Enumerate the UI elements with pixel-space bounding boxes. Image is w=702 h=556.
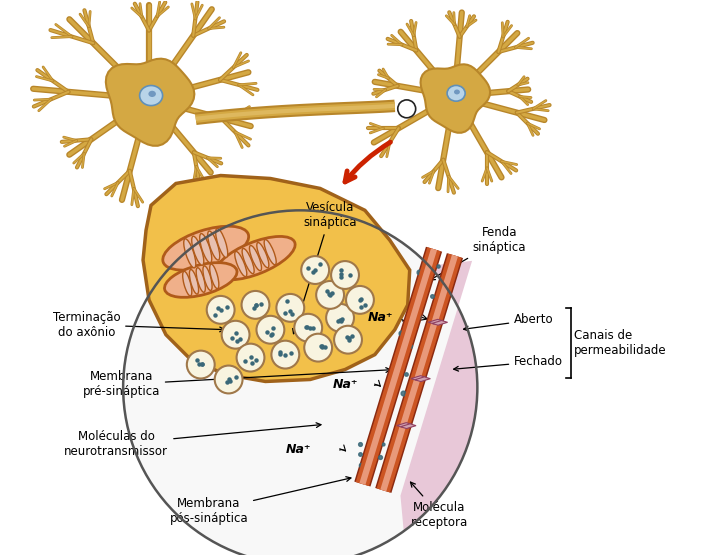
Text: Canais de
permeabilidade: Canais de permeabilidade — [574, 329, 666, 357]
Text: Aberto: Aberto — [463, 313, 554, 331]
Polygon shape — [432, 320, 448, 325]
Circle shape — [187, 351, 215, 379]
Text: Vesícula
sináptica: Vesícula sináptica — [293, 201, 357, 334]
Text: Fechado: Fechado — [453, 355, 563, 371]
Text: Fenda
sináptica: Fenda sináptica — [430, 226, 526, 280]
Ellipse shape — [164, 262, 237, 297]
Ellipse shape — [454, 90, 460, 95]
Text: Na⁺: Na⁺ — [368, 311, 393, 324]
Circle shape — [346, 286, 374, 314]
Ellipse shape — [192, 236, 204, 265]
Ellipse shape — [216, 236, 295, 280]
Polygon shape — [380, 255, 458, 492]
Ellipse shape — [199, 234, 212, 262]
Ellipse shape — [184, 239, 196, 268]
Text: Na⁺: Na⁺ — [333, 378, 359, 391]
Polygon shape — [411, 376, 427, 380]
Polygon shape — [415, 377, 430, 381]
Ellipse shape — [216, 229, 227, 257]
Polygon shape — [356, 247, 441, 486]
Circle shape — [272, 341, 299, 369]
Polygon shape — [376, 253, 463, 493]
Ellipse shape — [234, 251, 247, 277]
Circle shape — [277, 294, 304, 322]
Circle shape — [241, 291, 270, 319]
Polygon shape — [355, 247, 442, 486]
Ellipse shape — [257, 242, 269, 268]
Text: Na⁺: Na⁺ — [285, 443, 311, 455]
Polygon shape — [377, 254, 462, 493]
Polygon shape — [143, 176, 410, 381]
Circle shape — [256, 316, 284, 344]
Ellipse shape — [183, 271, 192, 296]
Text: Molécula
receptora: Molécula receptora — [411, 482, 468, 529]
Text: Terminação
do axônio: Terminação do axônio — [53, 311, 225, 339]
Circle shape — [206, 296, 234, 324]
Polygon shape — [106, 58, 194, 146]
Circle shape — [123, 210, 477, 556]
Polygon shape — [428, 319, 444, 324]
Ellipse shape — [447, 86, 465, 101]
Circle shape — [237, 344, 265, 371]
Ellipse shape — [242, 249, 254, 274]
Ellipse shape — [163, 226, 249, 270]
Circle shape — [215, 365, 243, 394]
Ellipse shape — [148, 91, 156, 97]
Ellipse shape — [203, 266, 212, 290]
Circle shape — [301, 256, 329, 284]
Text: Moléculas do
neurotransmissor: Moléculas do neurotransmissor — [64, 423, 321, 458]
Circle shape — [326, 304, 354, 332]
Ellipse shape — [264, 240, 276, 265]
Polygon shape — [359, 249, 437, 485]
Circle shape — [316, 281, 344, 309]
Text: Membrana
pré-sináptica: Membrana pré-sináptica — [82, 368, 390, 399]
Polygon shape — [400, 261, 477, 531]
Polygon shape — [401, 424, 416, 429]
Ellipse shape — [140, 86, 163, 106]
Circle shape — [222, 321, 249, 349]
Circle shape — [294, 314, 322, 342]
Circle shape — [304, 334, 332, 361]
Text: Membrana
pós-sináptica: Membrana pós-sináptica — [169, 476, 351, 525]
Ellipse shape — [208, 231, 220, 260]
Ellipse shape — [249, 246, 262, 271]
Ellipse shape — [190, 270, 199, 294]
Polygon shape — [420, 64, 490, 133]
Ellipse shape — [210, 264, 219, 289]
Ellipse shape — [196, 267, 205, 292]
Circle shape — [331, 261, 359, 289]
Circle shape — [334, 326, 362, 354]
Polygon shape — [397, 423, 412, 428]
